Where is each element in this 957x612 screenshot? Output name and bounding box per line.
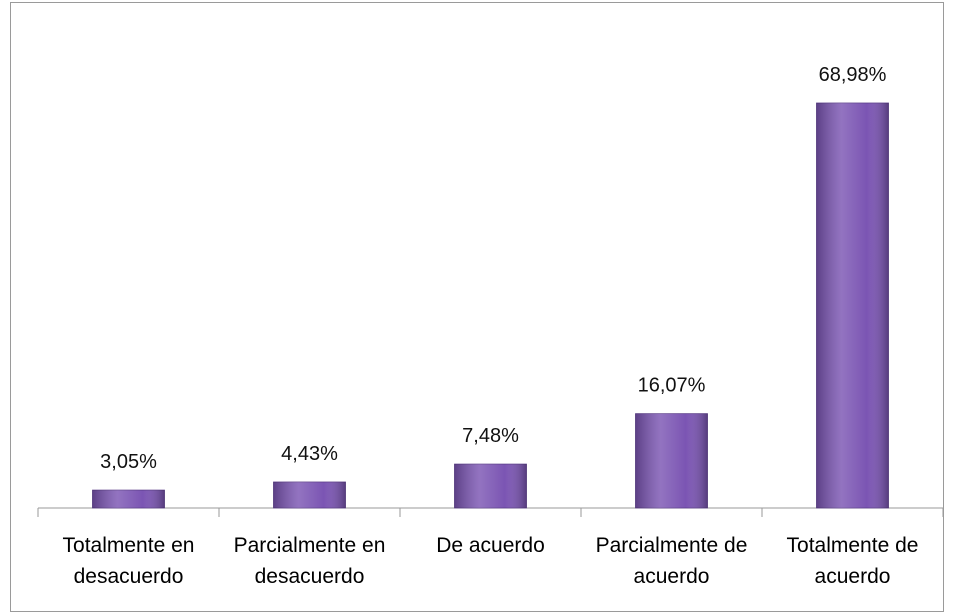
data-label: 7,48% bbox=[462, 425, 519, 447]
bar-shine bbox=[92, 490, 165, 508]
data-label: 3,05% bbox=[100, 451, 157, 473]
data-label: 16,07% bbox=[638, 375, 706, 397]
data-label: 68,98% bbox=[819, 64, 887, 86]
x-tick-label: Parcialmente de acuerdo bbox=[595, 534, 748, 588]
x-tick-label: Totalmente en desacuerdo bbox=[62, 534, 195, 588]
data-label: 4,43% bbox=[281, 443, 338, 465]
x-tick-label: Parcialmente en desacuerdo bbox=[233, 534, 386, 588]
bar-shine bbox=[635, 413, 708, 508]
bar-shine bbox=[816, 103, 889, 508]
x-tick-label: De acuerdo bbox=[436, 534, 545, 557]
bar-shine bbox=[454, 464, 527, 508]
bar-shine bbox=[273, 481, 346, 508]
x-tick-label: Totalmente de acuerdo bbox=[786, 534, 919, 588]
